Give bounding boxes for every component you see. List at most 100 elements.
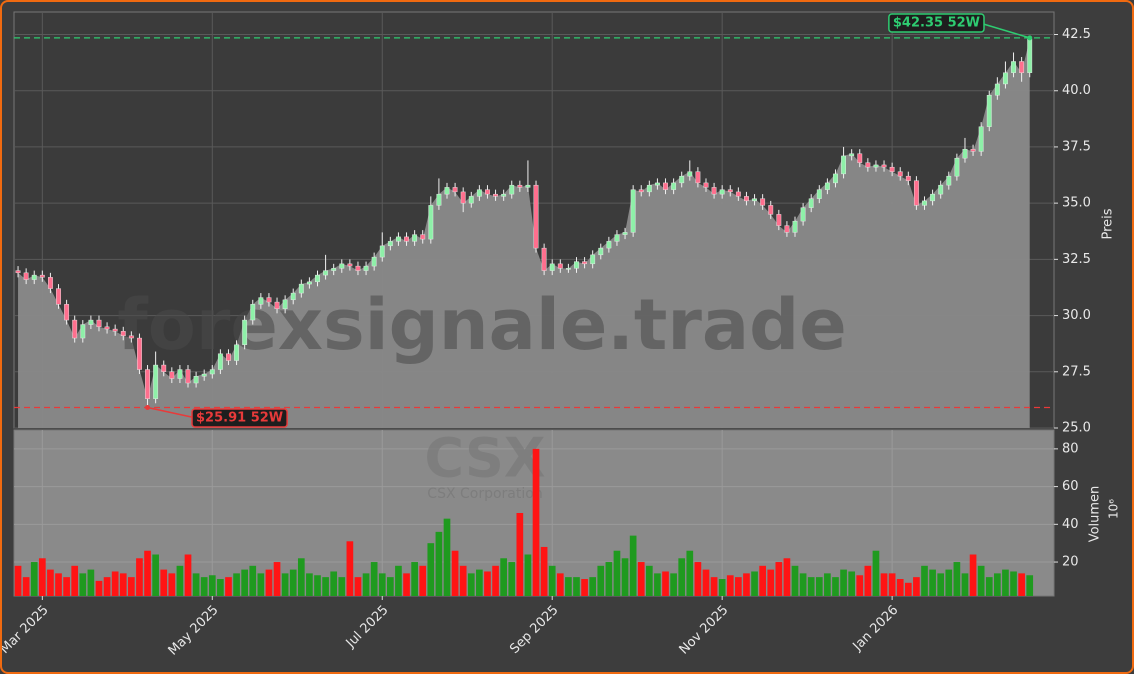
volume-bar <box>459 565 467 596</box>
annotation-box <box>191 408 288 428</box>
candle-body <box>201 373 207 377</box>
volume-bar <box>548 565 556 596</box>
volume-bar <box>200 577 208 596</box>
candle-body <box>104 326 110 330</box>
volume-bar <box>306 573 313 596</box>
candle-body <box>56 288 61 305</box>
candle-body <box>946 175 952 186</box>
candle-body <box>687 171 693 177</box>
volume-bar <box>419 565 427 596</box>
volume-bar <box>726 575 734 596</box>
volume-bar <box>484 571 491 596</box>
annotation-arrow <box>147 406 197 419</box>
volume-bar <box>136 558 143 596</box>
volume-bar <box>111 571 119 596</box>
volume-bar <box>929 569 936 596</box>
candle-body <box>193 376 199 384</box>
volume-bar <box>581 579 588 596</box>
volume-bar <box>613 550 621 596</box>
candle-body <box>15 270 21 274</box>
candle-body <box>250 304 256 321</box>
volume-bar <box>128 577 135 596</box>
candle-body <box>719 189 725 195</box>
volume-bar <box>864 565 872 596</box>
candle-body <box>396 236 401 242</box>
candle-body <box>614 234 620 242</box>
candle-body <box>833 173 838 184</box>
volume-bar <box>330 571 338 596</box>
x-tick-label: Jul 2025 <box>343 603 392 652</box>
candle-body <box>23 272 29 280</box>
candle-body <box>574 261 579 269</box>
volume-bar <box>103 577 111 596</box>
candle-body <box>565 268 571 270</box>
candle-body <box>549 263 555 271</box>
volume-bar <box>289 569 297 596</box>
candle-body <box>428 205 434 240</box>
candle-body <box>517 184 523 188</box>
candle-body <box>80 324 86 339</box>
watermark-symbol: CSX <box>424 427 545 490</box>
volume-bar <box>597 565 605 596</box>
volume-bar <box>718 579 726 596</box>
volume-bar <box>848 571 856 596</box>
volume-bar <box>241 569 248 596</box>
candle-body <box>137 337 142 370</box>
candle-body <box>444 187 450 195</box>
volume-bar <box>63 577 70 596</box>
volume-bar <box>233 573 240 596</box>
volume-bar <box>30 562 38 596</box>
volume-bar <box>467 573 475 596</box>
volume-bar <box>532 448 540 596</box>
candle-body <box>145 369 150 399</box>
candle-body <box>606 241 612 249</box>
x-tick-label: Jan 2026 <box>850 603 902 655</box>
volume-bar <box>71 565 79 596</box>
candle-body <box>994 83 1000 96</box>
candle-body <box>96 319 102 328</box>
volume-bar <box>775 562 783 596</box>
volume-bar <box>856 575 864 596</box>
candle-body <box>226 353 231 361</box>
candle-body <box>209 369 215 375</box>
candle-body <box>768 205 774 215</box>
candle-body <box>39 274 45 278</box>
y-tick-label: 42.5 <box>1062 27 1091 42</box>
candle-body <box>234 344 239 361</box>
candle-body <box>501 193 507 197</box>
volume-bar <box>969 554 977 596</box>
candle-body <box>120 331 126 337</box>
candle-body <box>752 198 757 202</box>
candle-body <box>622 232 628 235</box>
candle-body <box>913 180 919 206</box>
volume-bar <box>832 577 839 596</box>
volume-bar <box>686 550 694 596</box>
candle-body <box>760 198 766 206</box>
volume-bar <box>872 550 880 596</box>
volume-bar <box>573 577 580 596</box>
volume-bar <box>524 554 532 596</box>
candle-body <box>938 184 944 195</box>
volume-bar <box>55 573 62 596</box>
candle-body <box>824 182 830 190</box>
annotation-label: $42.35 52W <box>893 16 980 31</box>
volume-bar <box>637 562 645 596</box>
y-tick-label: 37.5 <box>1062 139 1091 154</box>
y-tick-label: 40.0 <box>1062 83 1091 98</box>
volume-bar <box>403 573 410 596</box>
candle-body <box>266 297 272 303</box>
candle-body <box>509 184 515 195</box>
volume-bar <box>184 554 192 596</box>
volume-bar <box>265 569 273 596</box>
volume-tick-label: 80 <box>1062 441 1079 456</box>
volume-tick-label: 60 <box>1062 479 1079 494</box>
candle-body <box>242 319 248 345</box>
volume-bar <box>500 558 507 596</box>
volume-bar <box>783 558 791 596</box>
volume-bar <box>22 577 30 596</box>
candle-body <box>306 281 312 285</box>
candle-body <box>1019 61 1025 73</box>
candle-body <box>695 171 701 184</box>
volume-bar <box>378 573 386 596</box>
candle-body <box>1011 61 1016 73</box>
